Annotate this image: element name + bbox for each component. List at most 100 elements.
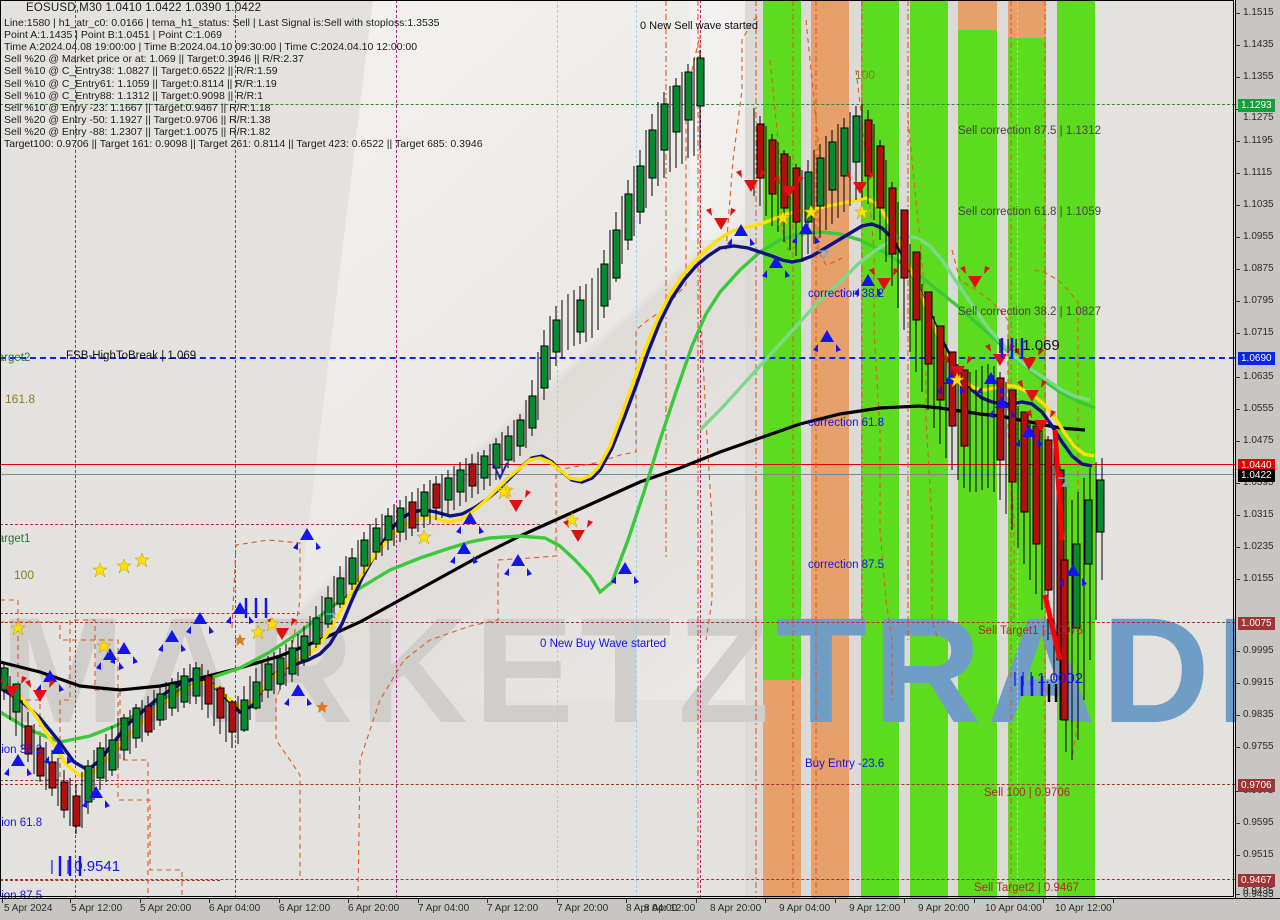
price-badge-ask: 1.0440	[1238, 459, 1275, 472]
time-tick-label: 10 Apr 12:00	[1055, 903, 1112, 914]
annotation-target1: Target1	[0, 533, 31, 545]
time-tick-label: 10 Apr 04:00	[985, 903, 1042, 914]
info-line: Sell %10 @ C_Entry38: 1.0827 || Target:0…	[4, 65, 278, 78]
annotation-sell-target2: Sell Target2 | 0.9467	[974, 882, 1080, 894]
annotation-new-sell-wave: 0 New Sell wave started	[640, 20, 758, 32]
symbol-ohlc-line: EOSUSD,M30 1.0410 1.0422 1.0390 1.0422	[26, 2, 262, 14]
annotation-buy-entry: Buy Entry -23.6	[805, 758, 885, 770]
price-tag-1069: | | | 1.069	[998, 337, 1060, 354]
price-badge-green: 1.1293	[1238, 99, 1275, 112]
info-line: Sell %10 @ C_Entry88: 1.1312 || Target:0…	[4, 89, 263, 102]
price-tick-label: 1.1115	[1243, 167, 1273, 178]
price-tick-label: 1.0955	[1243, 231, 1274, 242]
time-tick-label: 8 Apr 12:00	[644, 903, 696, 914]
price-tick-label: 1.1035	[1243, 199, 1274, 210]
chart-info-panel: EOSUSD,M30 1.0410 1.0422 1.0390 1.0422 L…	[4, 2, 483, 151]
time-tick-label: 5 Apr 12:00	[71, 903, 123, 914]
level-minor-red	[0, 880, 220, 881]
annotation-correction-618: correction 61.8	[808, 417, 885, 429]
time-tick-label: 9 Apr 04:00	[779, 903, 831, 914]
price-tick-label: 1.0555	[1243, 403, 1274, 414]
time-tick-label: 6 Apr 20:00	[348, 903, 400, 914]
vgrid-line	[557, 0, 559, 898]
price-tick-label: 0.9995	[1243, 645, 1274, 656]
price-tick-label: 1.1275	[1243, 112, 1274, 123]
price-tick-label: 1.0715	[1243, 327, 1274, 338]
annotation-fib-100-top: 100	[855, 68, 876, 82]
zone-orange-cap	[958, 0, 997, 30]
broker-watermark: MARKETZTRADE	[0, 555, 1235, 785]
time-tick-label: 6 Apr 12:00	[279, 903, 331, 914]
price-badge-target2: 0.9467	[1238, 874, 1275, 887]
price-tick-label: 1.0635	[1243, 371, 1274, 382]
annotation-correction-875: correction 87.5	[808, 559, 885, 571]
watermark-dark: MARKETZ	[0, 586, 776, 754]
level-bid-line	[0, 474, 1235, 475]
level-sell-100	[0, 784, 1235, 785]
annotation-new-buy-wave: 0 New Buy Wave started	[540, 638, 667, 650]
price-badge-target1: 1.0075	[1238, 617, 1275, 630]
price-tick-label: 1.1355	[1243, 71, 1274, 82]
price-tag-10002: | | | 1.0002	[1013, 670, 1084, 687]
info-line: Target100: 0.9706 || Target 161: 0.9098 …	[4, 138, 483, 151]
vgrid-line	[636, 0, 638, 898]
price-tick-label: 0.9835	[1243, 709, 1274, 720]
price-tick-label: 1.0875	[1243, 263, 1274, 274]
annotation-sell-correction-875: Sell correction 87.5 | 1.1312	[958, 125, 1101, 137]
time-tick-label: 8 Apr 20:00	[710, 903, 762, 914]
info-line: Sell %20 @ Entry -88: 1.2307 || Target:1…	[4, 125, 271, 138]
info-line: Sell %10 @ Entry -23: 1.1667 || Target:0…	[4, 101, 271, 114]
price-tick-label: 1.0795	[1243, 295, 1274, 306]
price-tick-label: 1.1515	[1243, 7, 1274, 18]
time-tick-label: 9 Apr 20:00	[918, 903, 970, 914]
time-scale-right-value: 0.9435	[1243, 889, 1274, 900]
price-tick-label: 1.0155	[1243, 573, 1274, 584]
info-line: Line:1580 | h1_atr_c0: 0.0166 | tema_h1_…	[4, 17, 440, 30]
price-tick-label: 0.9595	[1243, 817, 1274, 828]
annotation-left-correction-875: tion 87.5	[0, 890, 43, 898]
annotation-sell-correction-618: Sell correction 61.8 | 1.1059	[958, 206, 1101, 218]
level-sell-target1	[0, 622, 1235, 623]
level-minor-red	[0, 524, 540, 525]
vgrid-line	[700, 0, 702, 898]
price-tick-label: 0.9515	[1243, 849, 1274, 860]
price-tick-label: 1.0235	[1243, 541, 1274, 552]
info-line: Sell %20 @ Entry -50: 1.1927 || Target:0…	[4, 113, 271, 126]
price-scale[interactable]: 1.1515 1.1435 1.1355 1.1275 1.1195 1.111…	[1235, 0, 1280, 898]
price-tick-label: 1.0315	[1243, 509, 1274, 520]
time-tick-label: 6 Apr 04:00	[209, 903, 261, 914]
time-scale[interactable]: 5 Apr 2024 5 Apr 12:00 5 Apr 20:00 6 Apr…	[0, 889, 1280, 920]
info-line: Sell %10 @ C_Entry61: 1.1059 || Target:0…	[4, 77, 277, 90]
annotation-sell-target1: Sell Target1 | 1.0075	[978, 625, 1084, 637]
time-tick-label: 5 Apr 20:00	[140, 903, 192, 914]
info-line: Time A:2024.04.08 19:00:00 | Time B:2024…	[4, 41, 418, 54]
price-tick-label: 1.1435	[1243, 39, 1274, 50]
annotation-target2: Target2	[0, 352, 31, 364]
time-tick-label: 9 Apr 12:00	[849, 903, 901, 914]
level-minor-red	[0, 613, 300, 614]
watermark-blue: TRADE	[775, 586, 1235, 754]
price-tick-label: 1.0475	[1243, 435, 1274, 446]
annotation-fib-161-8: 161.8	[5, 392, 36, 406]
price-tick-label: 1.0395	[1243, 477, 1274, 488]
price-tick-label: 0.9755	[1243, 741, 1274, 752]
price-badge-bid: 1.0422	[1238, 469, 1275, 482]
annotation-left-correction-618: tion 61.8	[0, 817, 43, 829]
annotation-correction-382: correction 38.2	[808, 288, 885, 300]
level-ask-line	[0, 464, 1235, 465]
level-minor-red	[0, 780, 220, 781]
annotation-fib-100: 100	[14, 568, 35, 582]
time-tick-label: 8 Apr 04:00	[626, 903, 678, 914]
price-tag-09541: | | | 0.9541	[50, 858, 121, 875]
info-line: Point A:1.1435 | Point B:1.0451 | Point …	[4, 29, 222, 42]
price-badge-blue: 1.0690	[1238, 352, 1275, 365]
zone-orange-cap	[1008, 0, 1046, 38]
price-tick-label: 0.9435	[1243, 886, 1274, 897]
annotation-sell-100: Sell 100 | 0.9706	[984, 787, 1071, 799]
time-tick-label: 7 Apr 20:00	[557, 903, 609, 914]
annotation-left-correction-382: tion 38.2	[0, 744, 43, 756]
info-line: Sell %20 @ Market price or at: 1.069 || …	[4, 53, 304, 66]
time-tick-label: 7 Apr 04:00	[418, 903, 470, 914]
time-tick-label: 7 Apr 12:00	[487, 903, 539, 914]
